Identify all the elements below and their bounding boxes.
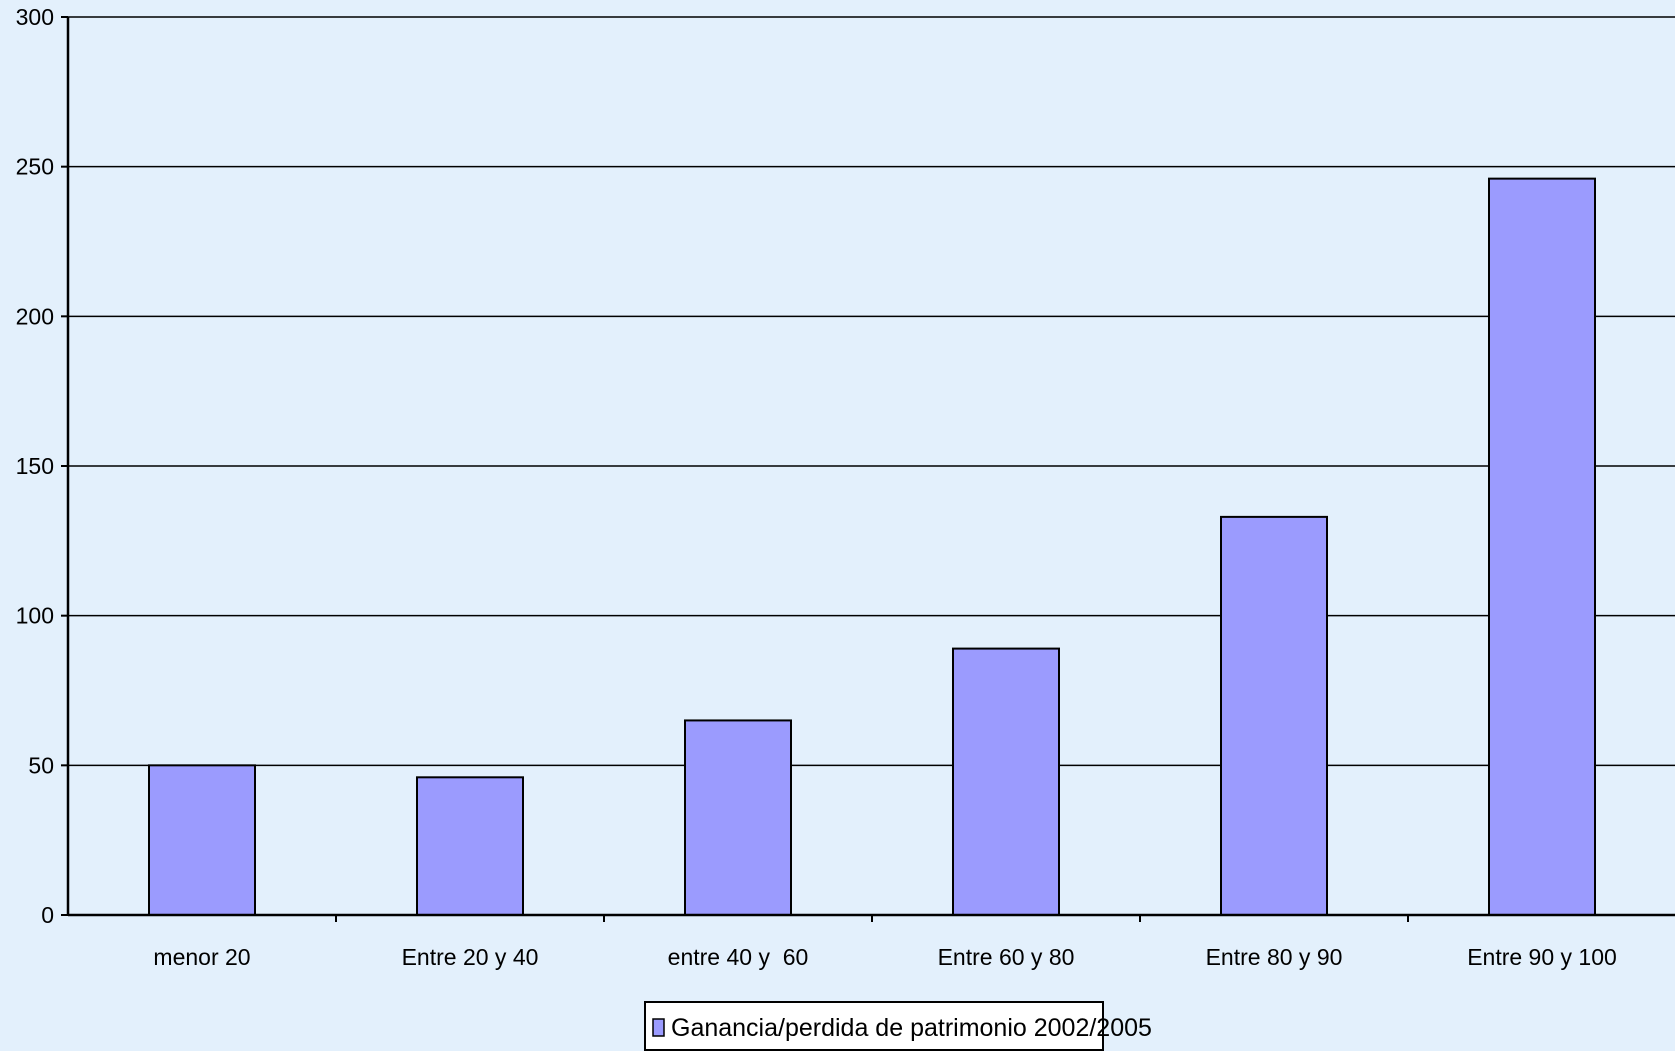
legend-label: Ganancia/perdida de patrimonio 2002/2005 bbox=[671, 1014, 1152, 1042]
x-tick-label: menor 20 bbox=[153, 944, 250, 970]
y-tick-label: 0 bbox=[41, 902, 54, 928]
y-tick-label: 200 bbox=[16, 303, 54, 329]
legend: Ganancia/perdida de patrimonio 2002/2005 bbox=[644, 1001, 1152, 1051]
bar bbox=[148, 764, 256, 916]
y-axis-tick-labels: 0 50 100 150 200 250 300 bbox=[16, 4, 54, 928]
bar bbox=[1488, 177, 1596, 916]
legend-swatch bbox=[652, 1018, 665, 1037]
bar bbox=[952, 647, 1060, 916]
x-tick-label: Entre 20 y 40 bbox=[402, 944, 539, 970]
y-tick-label: 100 bbox=[16, 603, 54, 629]
bar bbox=[1220, 515, 1328, 916]
y-tick-label: 150 bbox=[16, 453, 54, 479]
x-tick-label: entre 40 y 60 bbox=[668, 944, 809, 970]
y-tick-label: 50 bbox=[28, 752, 54, 778]
y-tick-label: 300 bbox=[16, 4, 54, 30]
bar bbox=[416, 776, 524, 916]
gridlines bbox=[68, 16, 1675, 767]
legend-box bbox=[644, 1001, 1104, 1051]
x-tick-label: Entre 80 y 90 bbox=[1206, 944, 1343, 970]
y-tick-label: 250 bbox=[16, 154, 54, 180]
x-axis-tick-labels: menor 20 Entre 20 y 40 entre 40 y 60 Entre … bbox=[153, 944, 1616, 970]
bar bbox=[684, 719, 792, 917]
x-tick-label: Entre 60 y 80 bbox=[938, 944, 1075, 970]
axes bbox=[61, 16, 1675, 922]
x-tick-label: Entre 90 y 100 bbox=[1467, 944, 1617, 970]
bars bbox=[148, 177, 1596, 917]
